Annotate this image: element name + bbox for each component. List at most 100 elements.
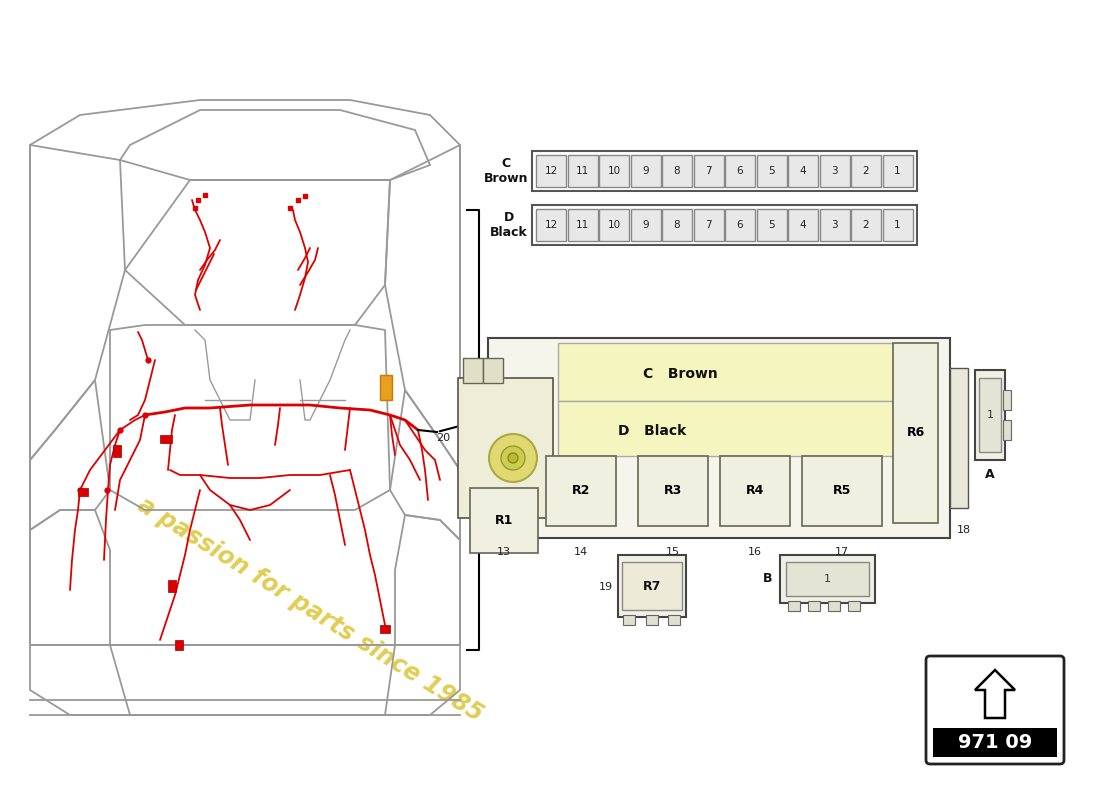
Bar bbox=[168, 580, 176, 592]
Text: 9: 9 bbox=[642, 166, 649, 176]
Text: 3: 3 bbox=[832, 166, 838, 176]
Text: 10: 10 bbox=[607, 220, 620, 230]
Bar bbox=[568, 209, 597, 241]
Bar bbox=[848, 601, 860, 611]
Bar bbox=[788, 601, 800, 611]
Text: 14: 14 bbox=[574, 547, 589, 557]
Circle shape bbox=[500, 446, 525, 470]
Bar bbox=[882, 209, 913, 241]
Bar bbox=[558, 343, 893, 401]
Bar bbox=[379, 375, 392, 400]
Bar bbox=[662, 209, 692, 241]
Bar bbox=[536, 155, 566, 187]
Text: 17: 17 bbox=[835, 547, 849, 557]
Text: a passion for parts since 1985: a passion for parts since 1985 bbox=[133, 493, 487, 727]
Bar bbox=[600, 155, 629, 187]
Text: 6: 6 bbox=[737, 220, 744, 230]
Bar bbox=[780, 555, 874, 603]
Circle shape bbox=[490, 434, 537, 482]
Text: 7: 7 bbox=[705, 166, 712, 176]
Text: C   Brown: C Brown bbox=[644, 367, 717, 381]
Text: 16: 16 bbox=[748, 547, 762, 557]
Bar bbox=[668, 615, 680, 625]
Text: A: A bbox=[986, 469, 994, 482]
Bar bbox=[532, 151, 916, 191]
Bar bbox=[558, 401, 893, 456]
Bar bbox=[623, 615, 635, 625]
Bar bbox=[646, 615, 658, 625]
Text: 8: 8 bbox=[673, 166, 680, 176]
Bar bbox=[470, 488, 538, 553]
Bar bbox=[175, 640, 183, 650]
Bar bbox=[568, 155, 597, 187]
Bar bbox=[113, 445, 121, 457]
Bar bbox=[458, 378, 553, 518]
Text: 1: 1 bbox=[894, 166, 901, 176]
Bar bbox=[720, 456, 790, 526]
Bar bbox=[882, 155, 913, 187]
Bar bbox=[788, 209, 818, 241]
Text: 8: 8 bbox=[673, 220, 680, 230]
Bar bbox=[662, 155, 692, 187]
Text: 15: 15 bbox=[666, 547, 680, 557]
Bar bbox=[757, 155, 786, 187]
Text: R4: R4 bbox=[746, 485, 764, 498]
Bar bbox=[78, 488, 88, 496]
Text: 5: 5 bbox=[768, 166, 774, 176]
FancyBboxPatch shape bbox=[926, 656, 1064, 764]
Text: R3: R3 bbox=[664, 485, 682, 498]
Bar bbox=[621, 562, 682, 610]
Text: 2: 2 bbox=[862, 220, 869, 230]
Bar bbox=[693, 209, 724, 241]
Text: 20: 20 bbox=[436, 433, 450, 443]
Text: 4: 4 bbox=[800, 220, 806, 230]
Bar bbox=[693, 155, 724, 187]
Bar bbox=[463, 358, 483, 383]
Bar bbox=[820, 209, 849, 241]
Bar bbox=[536, 209, 566, 241]
Text: 6: 6 bbox=[737, 166, 744, 176]
Polygon shape bbox=[975, 670, 1015, 718]
Bar bbox=[488, 338, 950, 538]
Bar bbox=[638, 456, 708, 526]
Text: 12: 12 bbox=[544, 220, 558, 230]
Text: R2: R2 bbox=[572, 485, 591, 498]
Bar bbox=[851, 155, 881, 187]
Bar bbox=[379, 625, 390, 633]
Bar bbox=[808, 601, 820, 611]
Text: 18: 18 bbox=[957, 525, 971, 535]
Bar bbox=[546, 456, 616, 526]
Bar bbox=[532, 205, 916, 245]
Bar bbox=[1003, 420, 1011, 440]
Bar bbox=[933, 728, 1057, 757]
Bar bbox=[725, 155, 755, 187]
Bar bbox=[630, 155, 660, 187]
Bar bbox=[630, 209, 660, 241]
Bar bbox=[950, 368, 968, 508]
Text: 3: 3 bbox=[832, 220, 838, 230]
Bar bbox=[618, 555, 686, 617]
Text: 11: 11 bbox=[576, 166, 590, 176]
Bar bbox=[975, 370, 1005, 460]
Text: B: B bbox=[763, 573, 772, 586]
Text: 971 09: 971 09 bbox=[958, 734, 1032, 753]
Bar bbox=[851, 209, 881, 241]
Text: R1: R1 bbox=[495, 514, 514, 527]
Text: 7: 7 bbox=[705, 220, 712, 230]
Text: 10: 10 bbox=[607, 166, 620, 176]
Bar bbox=[160, 435, 172, 443]
Text: 1: 1 bbox=[824, 574, 830, 584]
Bar bbox=[828, 601, 840, 611]
Text: 5: 5 bbox=[768, 220, 774, 230]
Bar bbox=[820, 155, 849, 187]
Text: 19: 19 bbox=[598, 582, 613, 592]
Text: C
Brown: C Brown bbox=[484, 157, 528, 185]
Bar bbox=[786, 562, 869, 596]
Text: D
Black: D Black bbox=[491, 211, 528, 239]
Bar bbox=[725, 209, 755, 241]
Text: 12: 12 bbox=[544, 166, 558, 176]
Bar bbox=[483, 358, 503, 383]
Bar bbox=[802, 456, 882, 526]
Text: R7: R7 bbox=[642, 581, 661, 594]
Text: R6: R6 bbox=[906, 426, 925, 439]
